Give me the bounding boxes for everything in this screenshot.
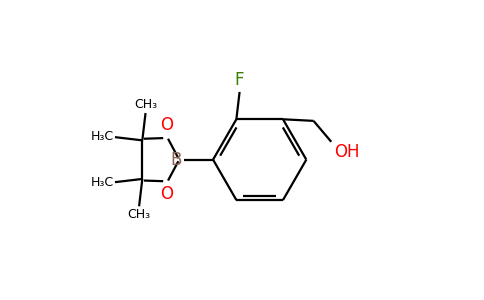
Text: O: O bbox=[160, 116, 173, 134]
Text: CH₃: CH₃ bbox=[127, 208, 150, 221]
Text: H₃C: H₃C bbox=[90, 176, 113, 189]
Text: B: B bbox=[170, 151, 182, 169]
Text: H₃C: H₃C bbox=[90, 130, 113, 143]
Text: OH: OH bbox=[334, 143, 359, 161]
Text: CH₃: CH₃ bbox=[135, 98, 158, 111]
Text: F: F bbox=[235, 71, 244, 89]
Text: O: O bbox=[160, 185, 173, 203]
